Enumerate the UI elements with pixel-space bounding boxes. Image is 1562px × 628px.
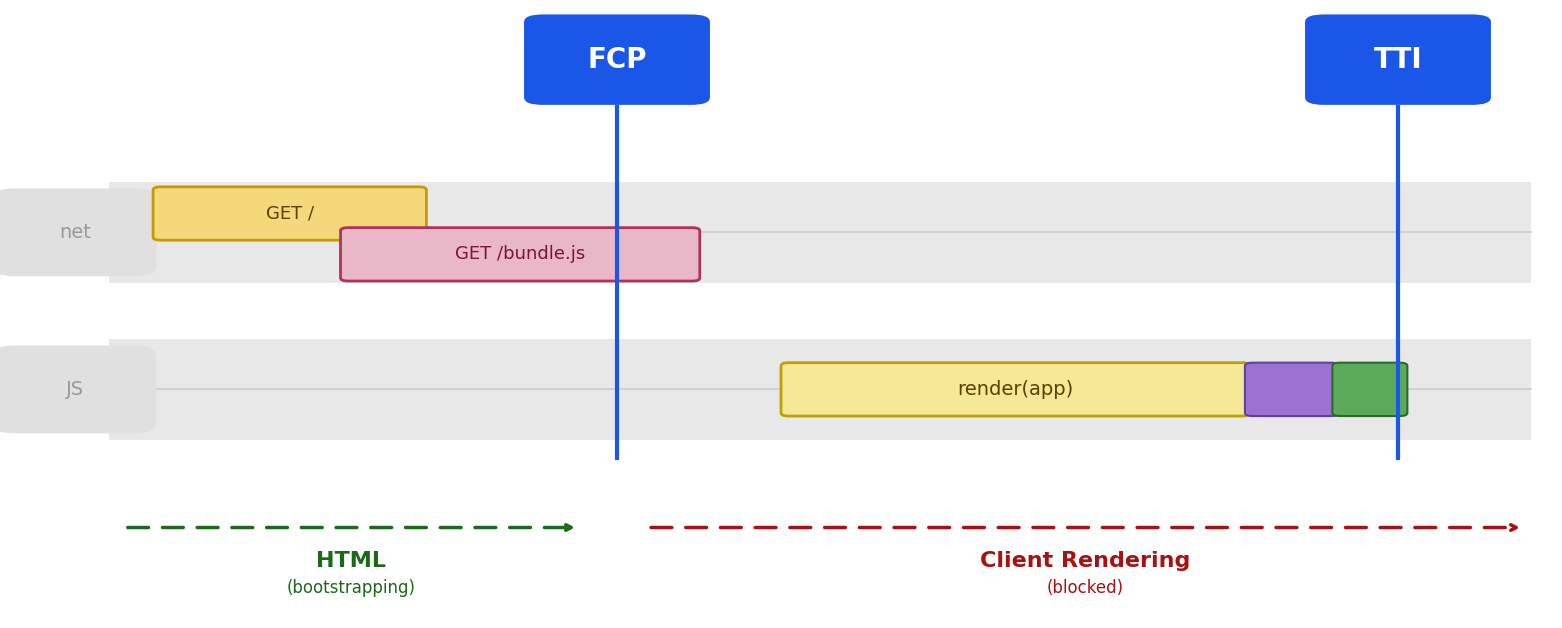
Text: FCP: FCP (587, 46, 647, 73)
FancyBboxPatch shape (525, 14, 709, 105)
Text: JS: JS (66, 380, 84, 399)
Text: (blocked): (blocked) (1047, 579, 1125, 597)
Text: GET /bundle.js: GET /bundle.js (455, 246, 586, 263)
FancyBboxPatch shape (1332, 363, 1407, 416)
FancyBboxPatch shape (0, 188, 156, 276)
Text: HTML: HTML (317, 551, 386, 571)
Text: TTI: TTI (1373, 46, 1423, 73)
FancyBboxPatch shape (341, 228, 700, 281)
FancyBboxPatch shape (781, 363, 1250, 416)
Text: (bootstrapping): (bootstrapping) (287, 579, 415, 597)
Text: net: net (59, 223, 91, 242)
FancyBboxPatch shape (109, 182, 1531, 283)
Text: GET /: GET / (266, 205, 314, 222)
FancyBboxPatch shape (0, 345, 156, 433)
FancyBboxPatch shape (153, 187, 426, 240)
FancyBboxPatch shape (1245, 363, 1339, 416)
Text: render(app): render(app) (958, 380, 1073, 399)
Text: Client Rendering: Client Rendering (981, 551, 1190, 571)
FancyBboxPatch shape (109, 339, 1531, 440)
FancyBboxPatch shape (1304, 14, 1490, 105)
